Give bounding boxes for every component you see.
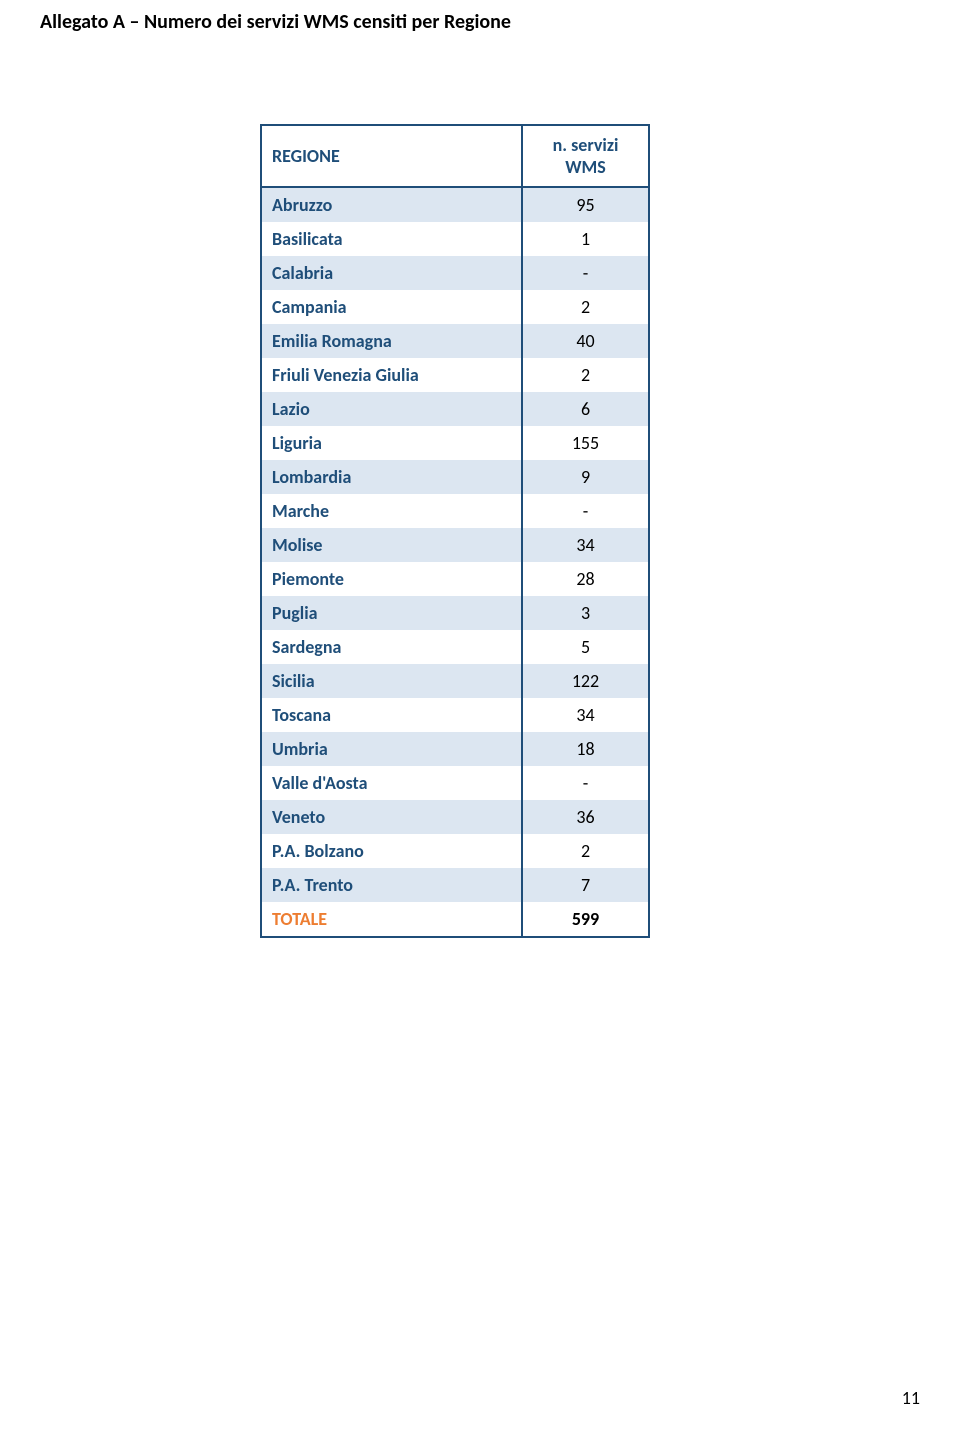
region-cell: Veneto: [262, 800, 522, 834]
region-cell: Umbria: [262, 732, 522, 766]
table-row: Sardegna5: [262, 630, 648, 664]
table-row: Veneto36: [262, 800, 648, 834]
region-cell: Lazio: [262, 392, 522, 426]
value-cell: 36: [522, 800, 648, 834]
region-cell: P.A. Bolzano: [262, 834, 522, 868]
value-cell: -: [522, 256, 648, 290]
data-table-container: REGIONE n. servizi WMS Abruzzo95Basilica…: [260, 124, 650, 938]
table-row: Valle d'Aosta-: [262, 766, 648, 800]
value-cell: 122: [522, 664, 648, 698]
table-header-row: REGIONE n. servizi WMS: [262, 126, 648, 187]
page-title: Allegato A – Numero dei servizi WMS cens…: [40, 10, 920, 34]
table-row: P.A. Bolzano2: [262, 834, 648, 868]
table-row: Molise34: [262, 528, 648, 562]
value-cell: 34: [522, 698, 648, 732]
region-cell: Abruzzo: [262, 187, 522, 222]
value-cell: 7: [522, 868, 648, 902]
value-cell: 9: [522, 460, 648, 494]
region-cell: Sicilia: [262, 664, 522, 698]
table-row: Sicilia122: [262, 664, 648, 698]
value-cell: 5: [522, 630, 648, 664]
region-cell: Liguria: [262, 426, 522, 460]
value-cell: 2: [522, 358, 648, 392]
value-cell: 40: [522, 324, 648, 358]
value-cell: 1: [522, 222, 648, 256]
value-cell: 155: [522, 426, 648, 460]
page-number: 11: [902, 1387, 920, 1409]
table-row: Friuli Venezia Giulia2: [262, 358, 648, 392]
value-cell: 2: [522, 290, 648, 324]
value-cell: 2: [522, 834, 648, 868]
table-row: Marche-: [262, 494, 648, 528]
value-cell: 28: [522, 562, 648, 596]
table-row: Lazio6: [262, 392, 648, 426]
region-cell: Lombardia: [262, 460, 522, 494]
total-value: 599: [522, 902, 648, 936]
table-row: Basilicata1: [262, 222, 648, 256]
region-cell: Valle d'Aosta: [262, 766, 522, 800]
region-cell: Sardegna: [262, 630, 522, 664]
value-cell: 95: [522, 187, 648, 222]
value-cell: 34: [522, 528, 648, 562]
table-row: Umbria18: [262, 732, 648, 766]
table-row: Liguria155: [262, 426, 648, 460]
region-cell: Molise: [262, 528, 522, 562]
header-value: n. servizi WMS: [522, 126, 648, 187]
table-row: P.A. Trento7: [262, 868, 648, 902]
table-row: Abruzzo95: [262, 187, 648, 222]
header-region: REGIONE: [262, 126, 522, 187]
value-cell: -: [522, 494, 648, 528]
table-row: Puglia3: [262, 596, 648, 630]
region-cell: P.A. Trento: [262, 868, 522, 902]
table-row: Lombardia9: [262, 460, 648, 494]
region-cell: Friuli Venezia Giulia: [262, 358, 522, 392]
table-row: Emilia Romagna40: [262, 324, 648, 358]
value-cell: 6: [522, 392, 648, 426]
region-cell: Piemonte: [262, 562, 522, 596]
region-cell: Puglia: [262, 596, 522, 630]
table-row: Campania2: [262, 290, 648, 324]
table-row: Calabria-: [262, 256, 648, 290]
region-cell: Emilia Romagna: [262, 324, 522, 358]
value-cell: 18: [522, 732, 648, 766]
value-cell: -: [522, 766, 648, 800]
region-cell: Basilicata: [262, 222, 522, 256]
regions-table: REGIONE n. servizi WMS Abruzzo95Basilica…: [262, 126, 648, 936]
region-cell: Marche: [262, 494, 522, 528]
region-cell: Toscana: [262, 698, 522, 732]
total-row: TOTALE599: [262, 902, 648, 936]
total-label: TOTALE: [262, 902, 522, 936]
value-cell: 3: [522, 596, 648, 630]
table-row: Piemonte28: [262, 562, 648, 596]
table-row: Toscana34: [262, 698, 648, 732]
region-cell: Calabria: [262, 256, 522, 290]
region-cell: Campania: [262, 290, 522, 324]
